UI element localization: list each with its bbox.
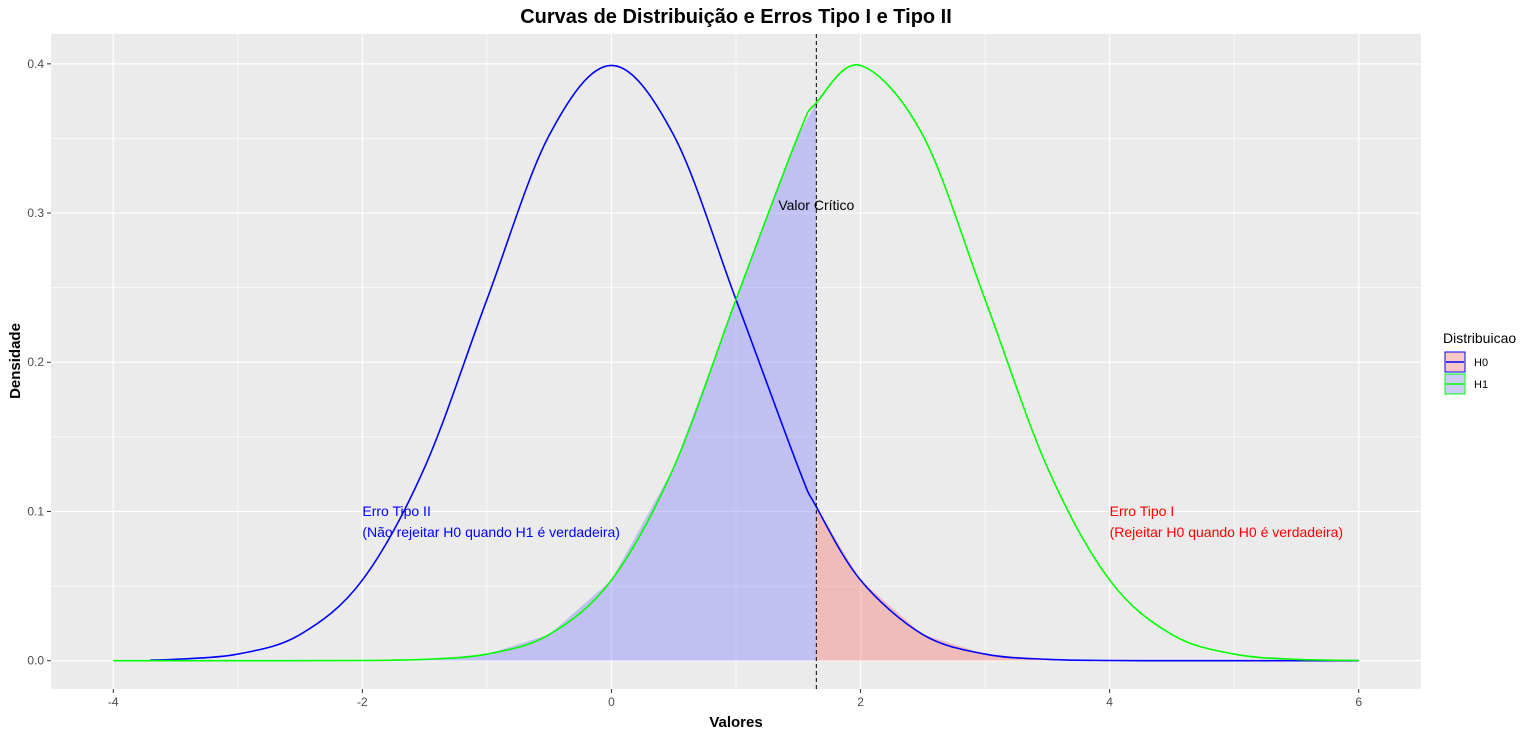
annotation-type-ii-line-1: Erro Tipo II <box>362 503 430 519</box>
x-tick-label: 2 <box>857 695 864 709</box>
annotations: Erro Tipo II (Não rejeitar H0 quando H1 é… <box>362 503 1343 540</box>
error-areas <box>113 102 1359 661</box>
critical-value-label: Valor Crítico <box>778 197 854 213</box>
type-ii-error-area <box>113 102 817 661</box>
x-tick-label: -4 <box>108 695 119 709</box>
chart-title: Curvas de Distribuição e Erros Tipo I e … <box>520 6 952 28</box>
x-axis-title: Valores <box>709 714 762 731</box>
annotation-type-i-line-2: (Rejeitar H0 quando H0 é verdadeira) <box>1110 524 1343 540</box>
series-line-h1 <box>113 64 1359 662</box>
axis-ticks: -4 -2 0 2 4 6 0.0 0.1 0.2 0.3 0.4 <box>27 57 1362 709</box>
y-tick-label: 0.2 <box>27 355 44 369</box>
y-axis-title: Densidade <box>7 323 24 399</box>
x-tick-label: 4 <box>1106 695 1113 709</box>
y-tick-label: 0.3 <box>27 206 44 220</box>
x-tick-label: -2 <box>357 695 368 709</box>
legend-title: Distribuicao <box>1443 330 1516 346</box>
legend-label-h1: H1 <box>1474 379 1488 391</box>
legend: Distribuicao H0 H1 <box>1443 330 1516 395</box>
series-line-h0 <box>150 64 1359 662</box>
annotation-type-i-line-1: Erro Tipo I <box>1110 503 1175 519</box>
distribution-curves <box>113 64 1359 662</box>
y-tick-label: 0.1 <box>27 504 44 518</box>
x-tick-label: 6 <box>1355 695 1362 709</box>
y-tick-label: 0.0 <box>27 654 44 668</box>
legend-label-h0: H0 <box>1474 357 1488 369</box>
y-tick-label: 0.4 <box>27 57 44 71</box>
critical-line-group: Valor Crítico <box>778 34 855 689</box>
annotation-type-ii-line-2: (Não rejeitar H0 quando H1 é verdadeira) <box>362 524 620 540</box>
x-tick-label: 0 <box>608 695 615 709</box>
type-i-error-area <box>816 506 1359 661</box>
